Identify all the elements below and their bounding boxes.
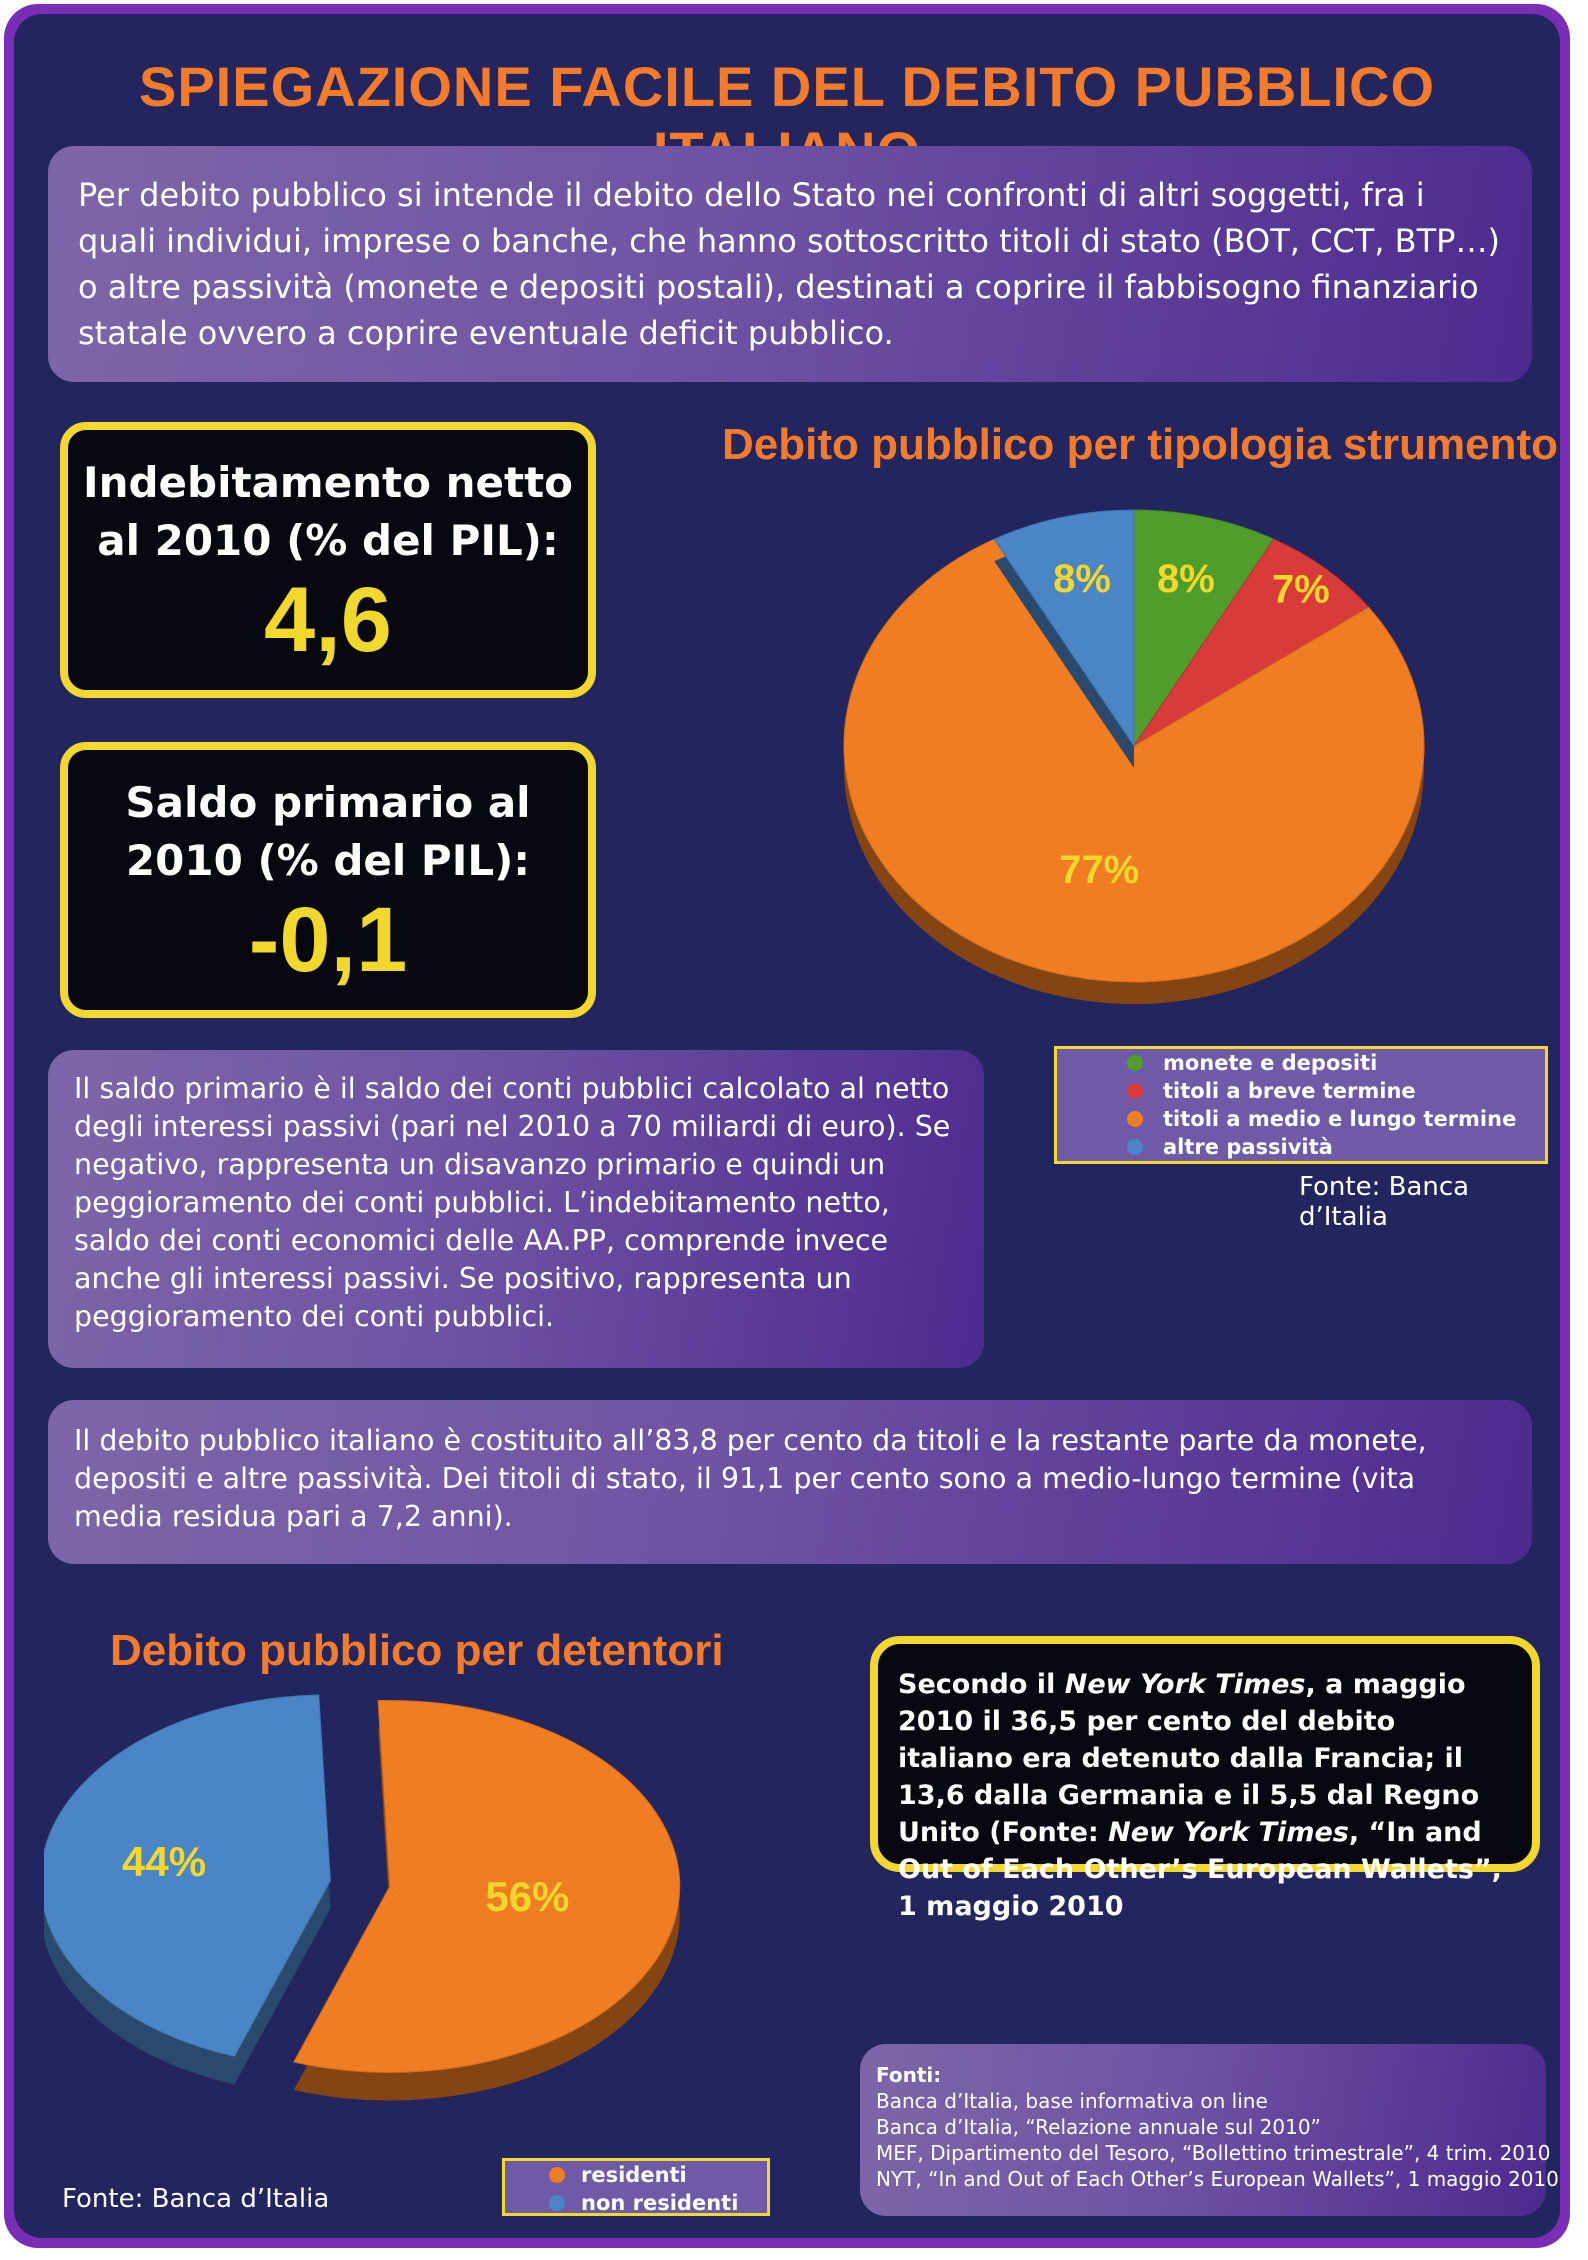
intro-panel: Per debito pubblico si intende il debito… [48, 146, 1532, 382]
blue-dot-icon [1127, 1139, 1143, 1155]
saldo-explanation-text: Il saldo primario è il saldo dei conti p… [74, 1072, 951, 1333]
kpi-label-line2: 2010 (% del PIL): [125, 836, 531, 885]
composition-panel: Il debito pubblico italiano è costituito… [48, 1400, 1532, 1564]
source-item: MEF, Dipartimento del Tesoro, “Bollettin… [876, 2141, 1551, 2165]
blue-dot-icon [549, 2195, 565, 2211]
saldo-explanation-panel: Il saldo primario è il saldo dei conti p… [48, 1050, 984, 1368]
source-item: NYT, “In and Out of Each Other’s Europea… [876, 2167, 1559, 2191]
legend-item: titoli a medio e lungo termine [1067, 1105, 1535, 1133]
legend-item: non residenti [505, 2189, 767, 2217]
chart-source-strumento: Fonte: Banca d’Italia [1299, 1172, 1470, 1232]
legend-label: altre passività [1163, 1135, 1333, 1159]
kpi-saldo-primario: Saldo primario al 2010 (% del PIL): -0,1 [60, 742, 596, 1018]
orange-dot-icon [549, 2167, 565, 2183]
nyt-box: Secondo il New York Times, a maggio 2010… [870, 1636, 1540, 1922]
legend-label: non residenti [581, 2191, 739, 2215]
chart-title-strumento: Debito pubblico per tipologia strumento [722, 420, 1558, 469]
kpi-value: 4,6 [264, 569, 392, 671]
legend-item: titoli a breve termine [1067, 1077, 1535, 1105]
nyt-emphasis: New York Times [1108, 1817, 1349, 1848]
pie-slice-label: 56% [485, 1873, 569, 1920]
kpi-value: -0,1 [248, 889, 408, 991]
source-item: Banca d’Italia, base informativa on line [876, 2089, 1268, 2113]
pie-slice-label: 44% [122, 1838, 206, 1885]
pie-slice [993, 509, 1135, 748]
pie-slice [1133, 538, 1370, 747]
kpi-label-line2: al 2010 (% del PIL): [97, 516, 559, 565]
legend-detentori: residenti non residenti [502, 2158, 770, 2216]
legend-label: residenti [581, 2163, 687, 2187]
red-dot-icon [1127, 1083, 1143, 1099]
legend-strumento: monete e depositi titoli a breve termine… [1054, 1046, 1548, 1164]
nyt-text: , a maggio 2010 il 36,5 per cento del de… [898, 1669, 1480, 1848]
sources-panel: Fonti: Banca d’Italia, base informativa … [860, 2044, 1559, 2216]
legend-label: titoli a medio e lungo termine [1163, 1107, 1517, 1131]
pie-chart-detentori: 56% 44% [44, 1694, 681, 2101]
orange-dot-icon [1127, 1111, 1143, 1127]
chart-source-detentori: Fonte: Banca d’Italia [62, 2184, 330, 2214]
nyt-text: , “In and Out of Each Other’s European W… [898, 1817, 1502, 1922]
pie-slice-label: 8% [1053, 557, 1111, 601]
legend-item: altre passività [1067, 1133, 1535, 1161]
pie-slice-label: 77% [1059, 848, 1139, 892]
nyt-text: Secondo il [898, 1669, 1065, 1700]
pie-slice [293, 1699, 681, 2073]
pie-slice-label: 7% [1272, 568, 1330, 612]
intro-text: Per debito pubblico si intende il debito… [78, 176, 1500, 352]
infographic-canvas: SPIEGAZIONE FACILE DEL DEBITO PUBBLICO I… [14, 14, 1560, 2238]
composition-text: Il debito pubblico italiano è costituito… [74, 1424, 1427, 1533]
pie-slice-label: 8% [1157, 557, 1215, 601]
sources-heading: Fonti: [876, 2063, 942, 2087]
page-frame: SPIEGAZIONE FACILE DEL DEBITO PUBBLICO I… [4, 4, 1570, 2248]
kpi-label-line1: Indebitamento netto [82, 458, 574, 507]
pie-slice [1133, 509, 1275, 748]
legend-item: monete e depositi [1067, 1049, 1535, 1077]
green-dot-icon [1127, 1055, 1143, 1071]
nyt-emphasis: New York Times [1064, 1669, 1306, 1700]
pie-slice [44, 1694, 331, 2057]
source-item: Banca d’Italia, “Relazione annuale sul 2… [876, 2115, 1321, 2139]
kpi-indebitamento: Indebitamento netto al 2010 (% del PIL):… [60, 422, 596, 698]
legend-label: monete e depositi [1163, 1051, 1378, 1075]
chart-title-detentori: Debito pubblico per detentori [110, 1626, 724, 1675]
legend-item: residenti [505, 2161, 767, 2189]
pie-chart-strumento: 8% 7% 77% 8% [843, 509, 1425, 1004]
legend-label: titoli a breve termine [1163, 1079, 1416, 1103]
kpi-label-line1: Saldo primario al [125, 778, 531, 827]
